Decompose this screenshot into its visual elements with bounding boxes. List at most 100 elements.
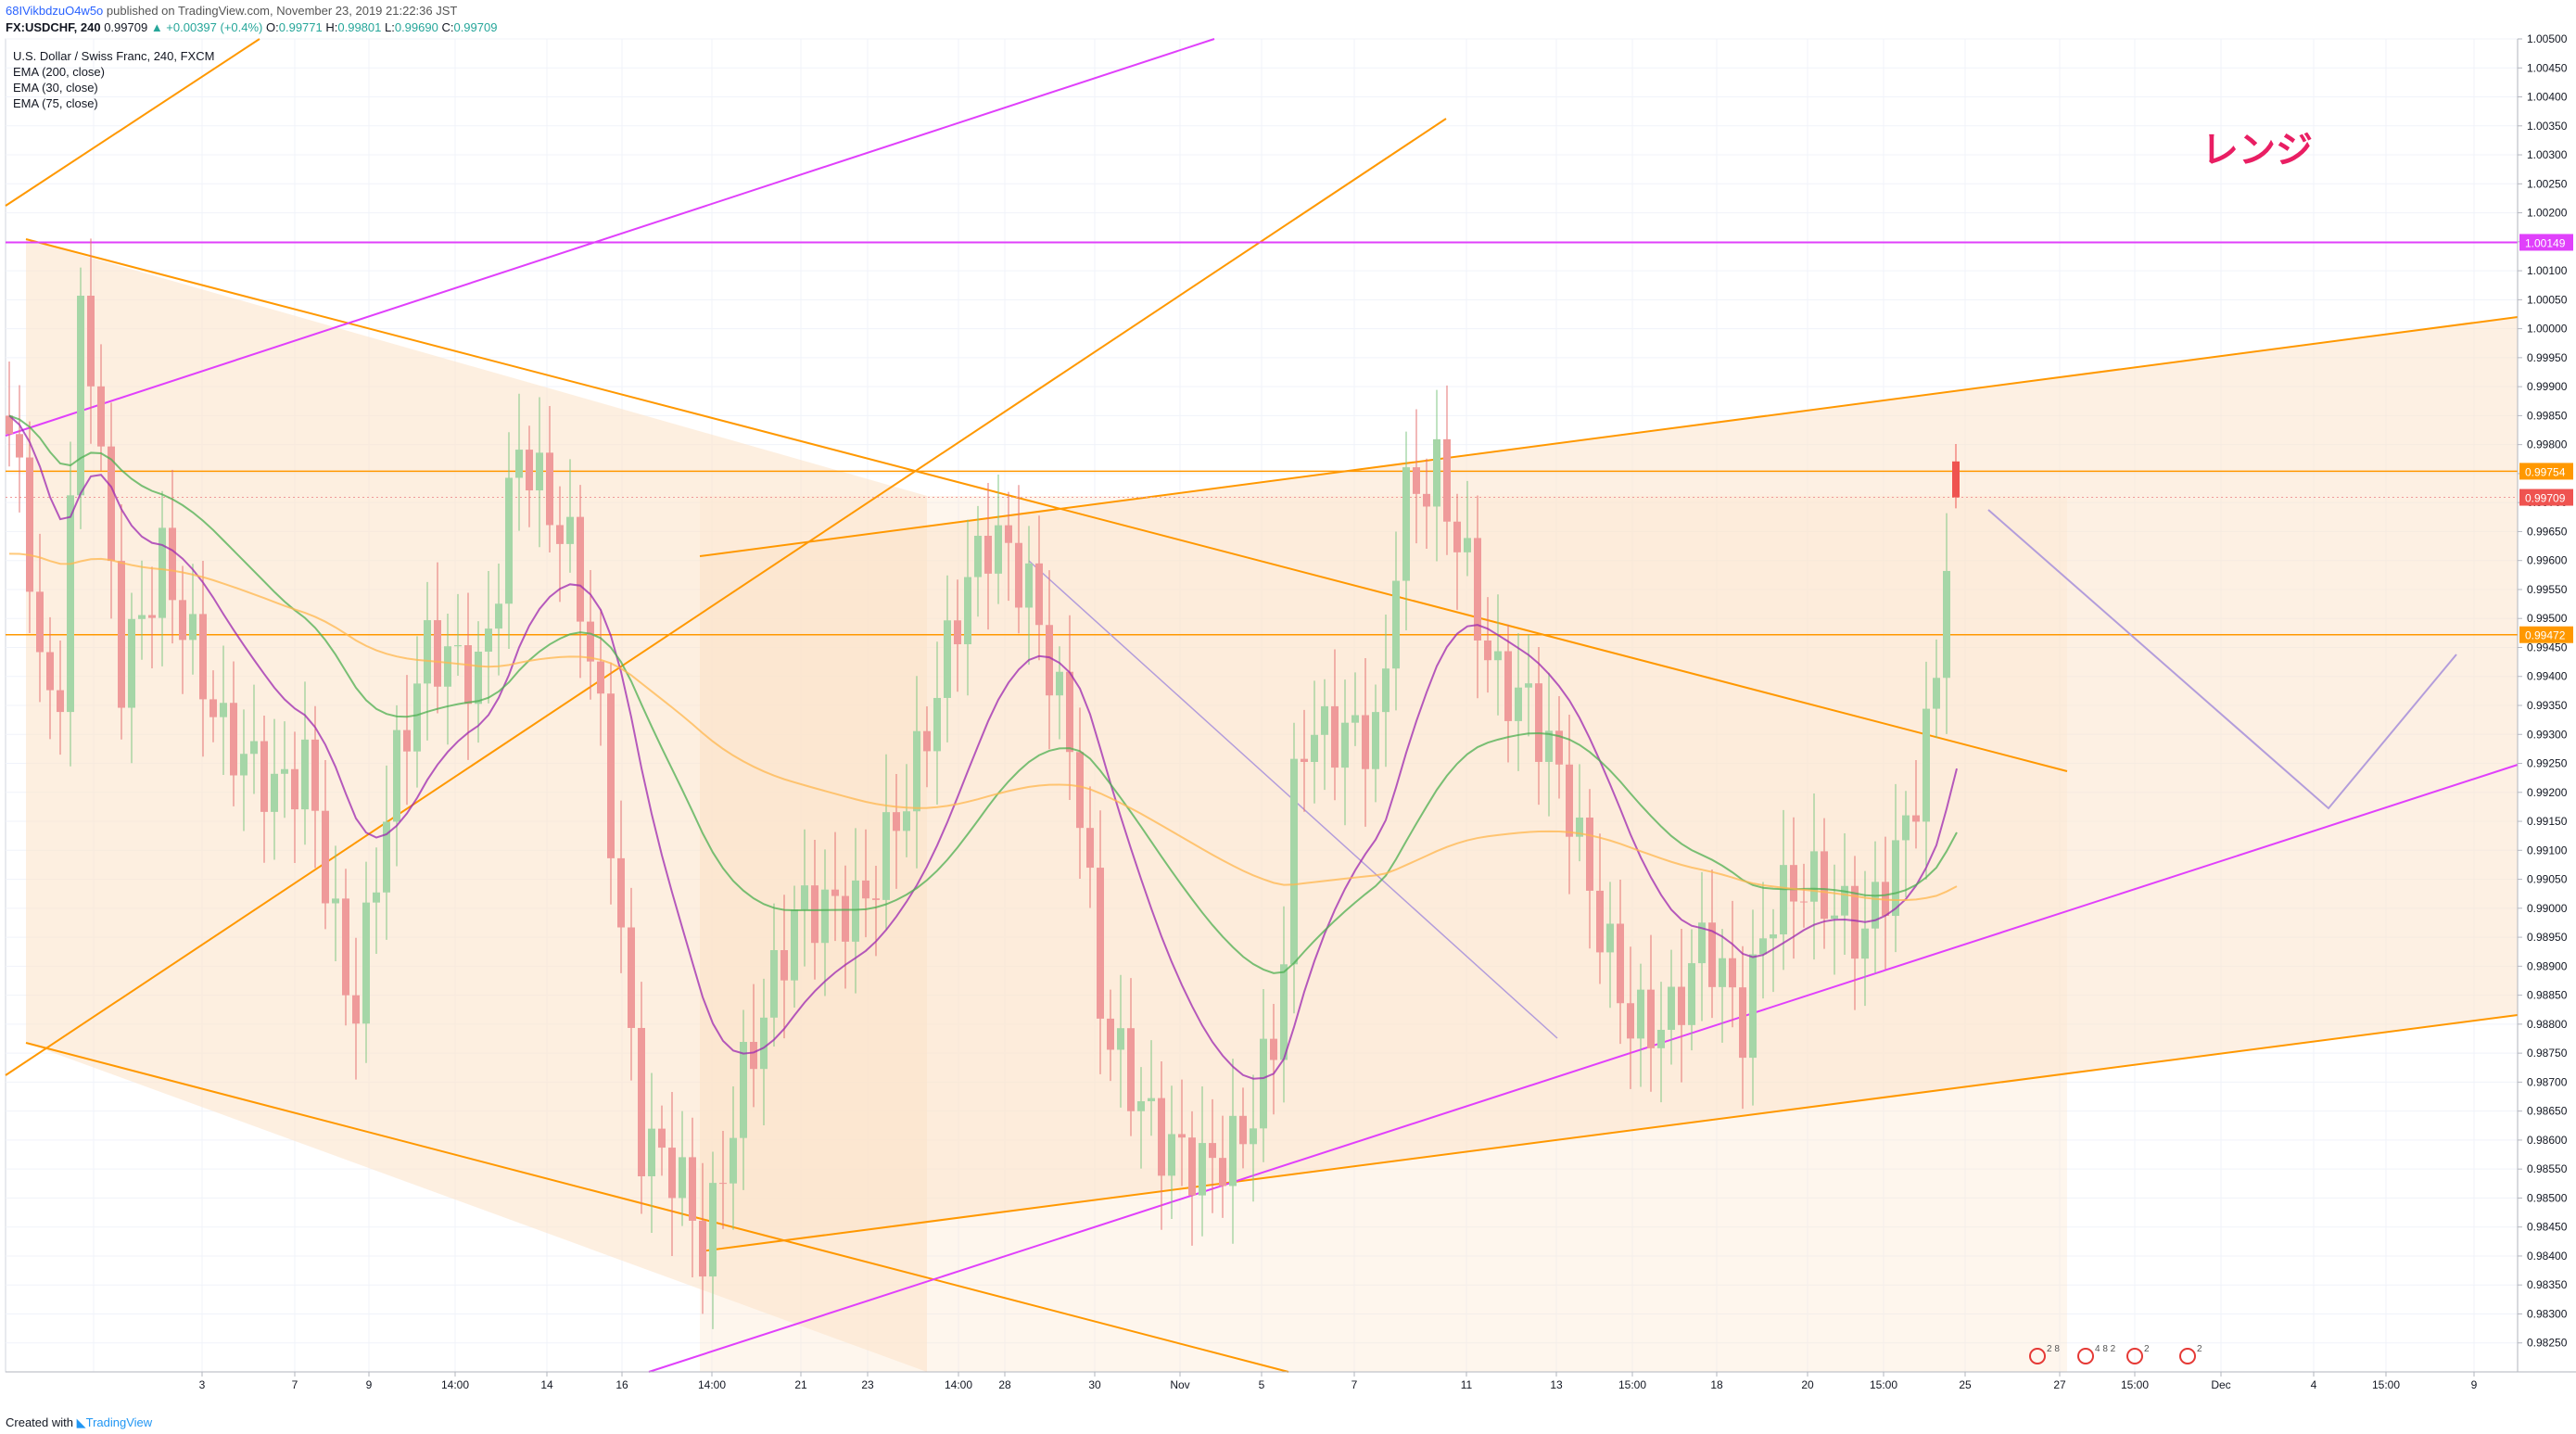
candle-down (169, 527, 176, 601)
candle-last (1952, 461, 1960, 498)
candle-up (1902, 815, 1910, 841)
tradingview-brand[interactable]: TradingView (85, 1415, 153, 1429)
magenta-upper-trendline (5, 38, 1215, 437)
time-tick-label: 14:00 (441, 1378, 469, 1391)
price-tick-label: 0.98850 (2527, 989, 2568, 1002)
candle-down (1617, 923, 1624, 1004)
author-link[interactable]: 68IVikbdzuO4w5o (6, 4, 104, 18)
created-with: Created with (6, 1415, 73, 1429)
candle-up (1922, 708, 1930, 822)
candle-up (1657, 1029, 1665, 1048)
candle-up (1943, 570, 1950, 679)
open-label: O: (266, 20, 279, 34)
range-box-zone (700, 496, 2067, 1372)
event-icon-label: 4 8 2 (2095, 1344, 2116, 1354)
price-tick-label: 0.99850 (2527, 409, 2568, 422)
candle-down (1158, 1098, 1165, 1176)
candle-up (362, 902, 370, 1024)
candle-up (250, 741, 258, 755)
candle-up (1229, 1115, 1237, 1187)
candle-up (1392, 580, 1400, 669)
candle-down (291, 768, 298, 810)
price-tick-label: 0.98300 (2527, 1307, 2568, 1320)
candle-down (311, 739, 319, 811)
candle-down (1566, 764, 1573, 837)
candle-down (1076, 752, 1084, 829)
candle-up (1688, 963, 1695, 1025)
candle-down (1474, 538, 1481, 641)
candle-up (281, 768, 288, 774)
candle-down (26, 457, 33, 592)
candle-down (108, 446, 115, 562)
candle-up (1872, 882, 1879, 929)
price-label: 0.99472 (2525, 629, 2566, 642)
close-value: 0.99709 (453, 20, 498, 34)
candle-down (260, 741, 268, 812)
candle-up (271, 773, 278, 812)
candle-down (209, 699, 217, 717)
candle-down (1504, 651, 1512, 721)
tradingview-logo-icon: ◣ (76, 1415, 86, 1429)
candle-up (383, 821, 390, 893)
time-tick-label: 16 (615, 1378, 628, 1391)
candle-down (342, 898, 349, 996)
candle-up (852, 880, 859, 942)
candle-up (475, 652, 482, 704)
price-tick-label: 0.98550 (2527, 1162, 2568, 1175)
legend-ema200[interactable]: EMA (200, close) (13, 65, 105, 79)
candle-up (964, 577, 971, 645)
price-tick-label: 0.99300 (2527, 728, 2568, 741)
candle-down (607, 693, 615, 858)
candle-down (587, 621, 594, 662)
candle-down (179, 600, 186, 641)
price-tick-label: 0.98700 (2527, 1075, 2568, 1088)
candle-up (159, 527, 166, 618)
legend-title[interactable]: U.S. Dollar / Swiss Franc, 240, FXCM (13, 49, 215, 63)
candle-up (933, 697, 941, 752)
candle-up (1525, 683, 1532, 688)
candle-up (1698, 922, 1706, 964)
candle-up (1290, 758, 1298, 965)
legend-ema30[interactable]: EMA (30, close) (13, 81, 98, 95)
candle-up (801, 885, 808, 910)
candle-down (1627, 1003, 1634, 1039)
candle-down (1851, 885, 1859, 959)
candle-up (1402, 467, 1410, 581)
price-tick-label: 1.00200 (2527, 207, 2568, 220)
symbol-ohlc-line: FX:USDCHF, 240 0.99709 ▲ +0.00397 (+0.4%… (6, 20, 497, 34)
candle-up (220, 703, 227, 717)
candle-down (872, 898, 880, 900)
price-tick-label: 0.98750 (2527, 1047, 2568, 1060)
time-tick-label: 3 (199, 1378, 206, 1391)
legend-ema75[interactable]: EMA (75, close) (13, 96, 98, 110)
price-tick-label: 0.98450 (2527, 1221, 2568, 1234)
candle-up (515, 450, 523, 478)
candle-down (1301, 758, 1308, 762)
candle-down (699, 1220, 706, 1277)
candle-up (1168, 1134, 1175, 1176)
time-tick-label: 27 (2053, 1378, 2066, 1391)
candle-up (495, 603, 502, 629)
candle-down (893, 812, 900, 831)
candle-down (148, 615, 156, 618)
candle-down (1035, 563, 1043, 626)
low-label: L: (385, 20, 395, 34)
candle-up (454, 645, 462, 647)
candle-down (1086, 828, 1094, 869)
candle-up (1770, 934, 1777, 939)
candle-up (1810, 851, 1818, 902)
price-tick-label: 1.00350 (2527, 120, 2568, 133)
time-tick-label: 14:00 (698, 1378, 726, 1391)
candle-down (1535, 683, 1542, 762)
candle-up (1280, 964, 1288, 1060)
candle-up (1719, 958, 1726, 987)
candle-down (46, 652, 54, 691)
candle-down (403, 730, 411, 752)
candle-down (831, 889, 839, 896)
price-tick-label: 0.98400 (2527, 1250, 2568, 1263)
candle-up (1576, 817, 1583, 837)
time-tick-label: 15:00 (2372, 1378, 2400, 1391)
candle-up (740, 1041, 747, 1138)
candle-up (1515, 687, 1522, 721)
